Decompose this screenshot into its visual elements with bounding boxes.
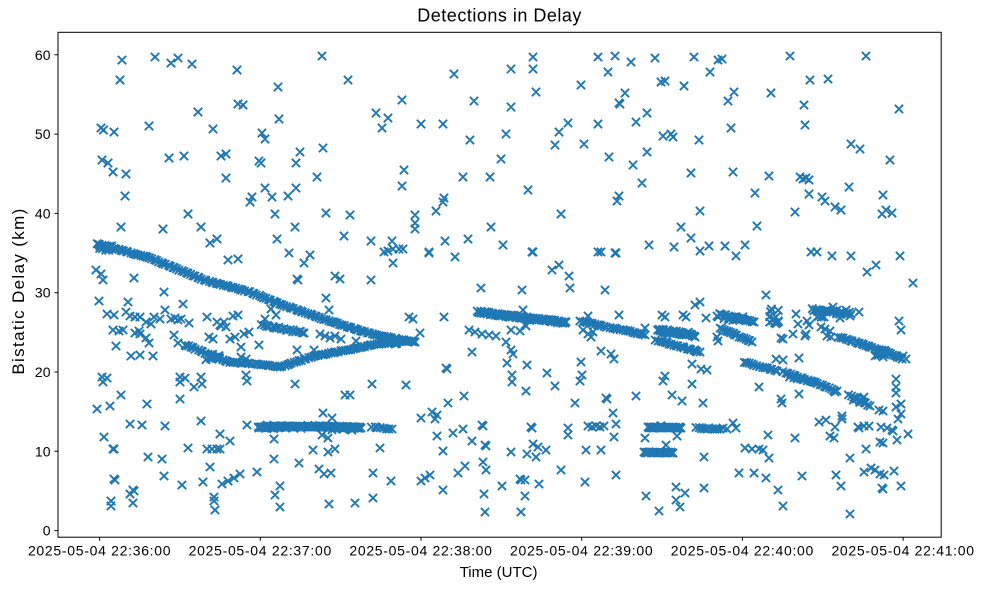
svg-text:60: 60	[35, 47, 51, 63]
svg-text:2025-05-04 22:38:00: 2025-05-04 22:38:00	[349, 543, 492, 559]
svg-text:10: 10	[35, 443, 51, 459]
svg-text:20: 20	[35, 364, 51, 380]
svg-text:2025-05-04 22:39:00: 2025-05-04 22:39:00	[510, 543, 653, 559]
svg-text:Detections in Delay: Detections in Delay	[417, 5, 582, 25]
svg-text:30: 30	[35, 285, 51, 301]
svg-text:Time (UTC): Time (UTC)	[460, 564, 538, 581]
svg-text:2025-05-04 22:36:00: 2025-05-04 22:36:00	[28, 543, 171, 559]
svg-text:2025-05-04 22:41:00: 2025-05-04 22:41:00	[831, 543, 974, 559]
svg-text:2025-05-04 22:40:00: 2025-05-04 22:40:00	[671, 543, 814, 559]
svg-text:40: 40	[35, 205, 51, 221]
svg-text:0: 0	[43, 523, 51, 539]
svg-text:2025-05-04 22:37:00: 2025-05-04 22:37:00	[189, 543, 332, 559]
svg-text:50: 50	[35, 126, 51, 142]
svg-text:Bistatic Delay (km): Bistatic Delay (km)	[9, 207, 28, 374]
